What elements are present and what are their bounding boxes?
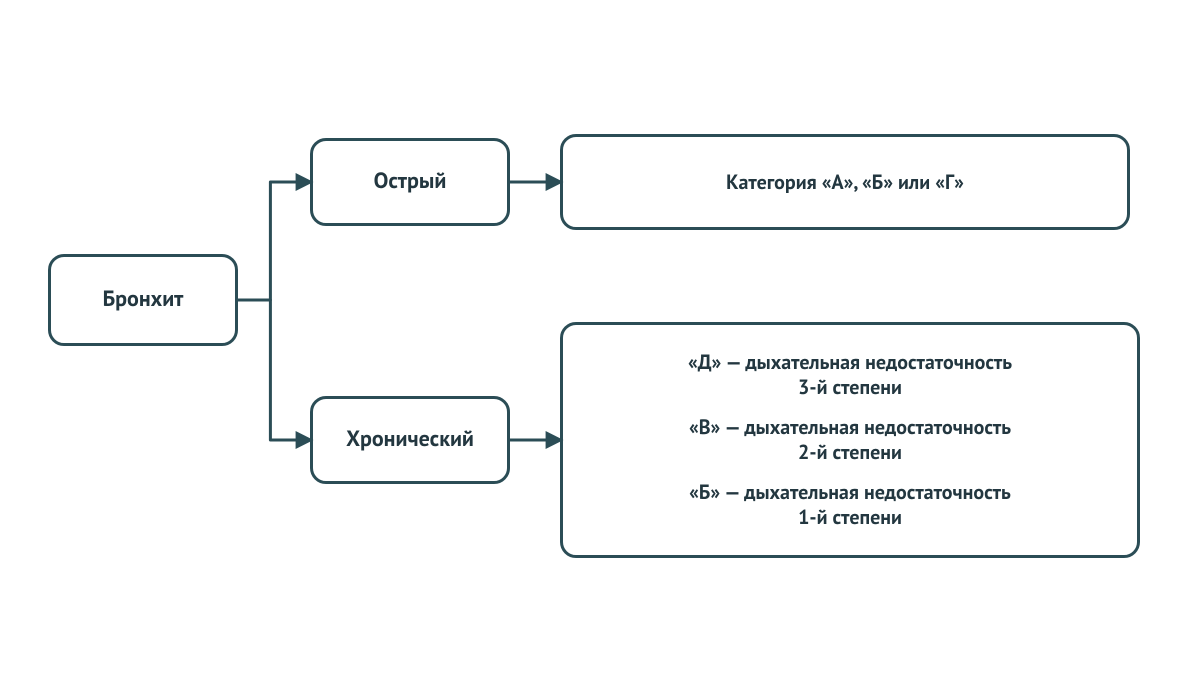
node-chronic_detail-entry-0: «Д» — дыхательная недостаточность 3-й ст… — [688, 350, 1012, 400]
node-acute_detail: Категория «А», «Б» или «Г» — [560, 134, 1130, 230]
node-chronic_detail-entry-1: «В» — дыхательная недостаточность 2-й ст… — [689, 415, 1011, 465]
node-chronic_detail-entry-2: «Б» — дыхательная недостаточность 1-й ст… — [689, 480, 1011, 530]
diagram-stage: Бронхит Острый Хронический Категория «А», «… — [0, 0, 1200, 675]
node-chronic: Хронический — [310, 396, 510, 484]
node-chronic_detail: «Д» — дыхательная недостаточность 3-й ст… — [560, 322, 1140, 558]
node-root: Бронхит — [48, 254, 238, 346]
edge-root-chronic — [238, 300, 310, 440]
node-acute: Острый — [310, 138, 510, 226]
edge-root-acute — [238, 182, 310, 300]
